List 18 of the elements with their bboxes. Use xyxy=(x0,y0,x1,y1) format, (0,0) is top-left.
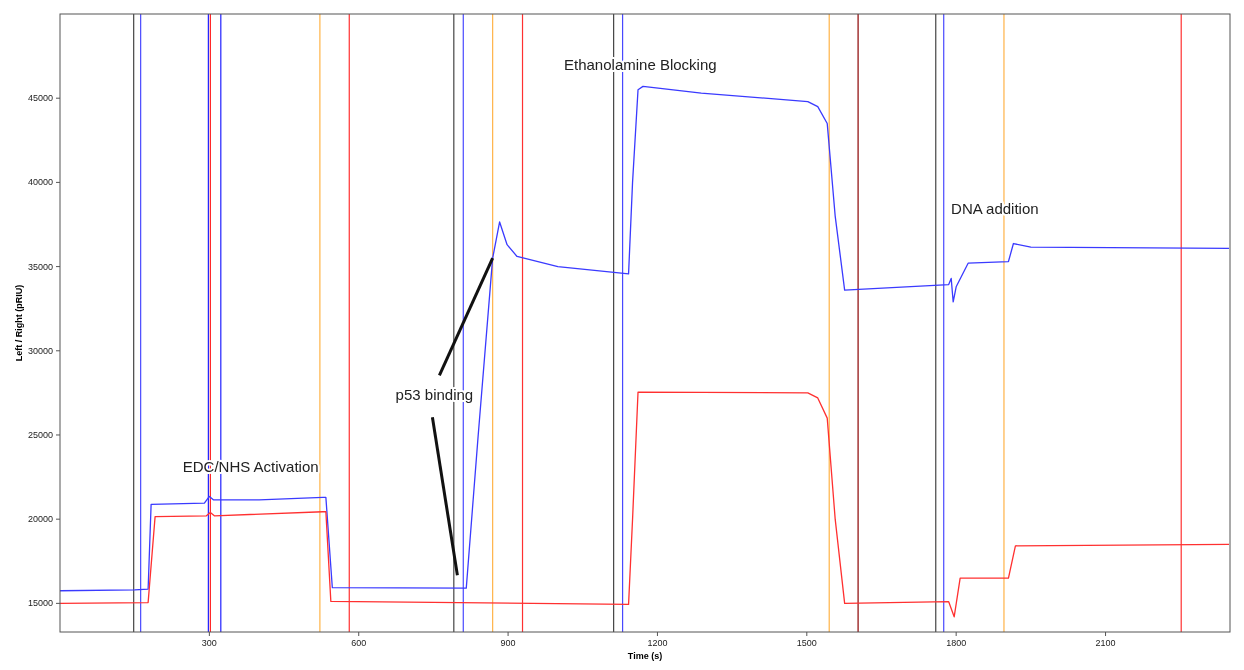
y-axis-title: Left / Right (pRIU) xyxy=(14,284,24,362)
x-tick-label: 600 xyxy=(351,638,367,648)
x-tick-label: 1800 xyxy=(946,638,967,648)
line-series xyxy=(60,85,1230,592)
y-tick-label: 45000 xyxy=(27,93,53,104)
x-tick-label: 1200 xyxy=(647,638,668,648)
x-tick-label: 1500 xyxy=(796,638,817,648)
y-tick-label: 40000 xyxy=(27,177,53,188)
annotation: DNA addition xyxy=(951,199,1039,217)
x-tick-label: 300 xyxy=(201,638,217,648)
x-axis-title: Time (s) xyxy=(627,651,663,661)
x-tick-label: 900 xyxy=(500,638,516,648)
y-tick-label: 25000 xyxy=(27,429,53,440)
x-tick-label: 2100 xyxy=(1095,638,1116,648)
y-tick-label: 20000 xyxy=(27,514,53,525)
y-tick-label: 30000 xyxy=(27,345,53,356)
y-tick-label: 35000 xyxy=(27,261,53,272)
y-tick-label: 15000 xyxy=(27,598,53,609)
